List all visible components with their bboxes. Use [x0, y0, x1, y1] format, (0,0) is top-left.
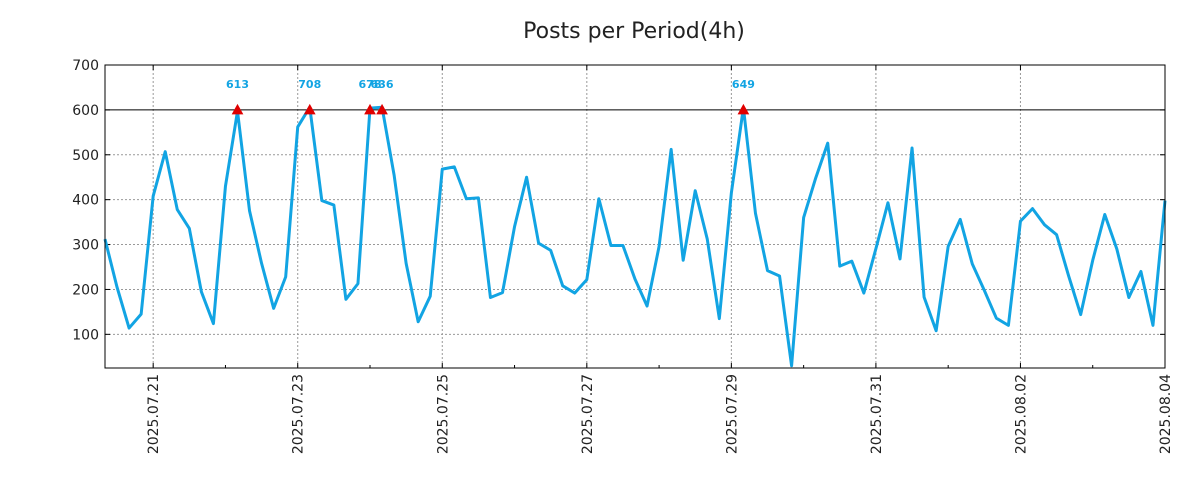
x-tick-label: 2025.07.23 — [291, 374, 307, 454]
plot-frame — [104, 64, 1166, 369]
peak-marker — [231, 103, 244, 115]
y-tick-label: 700 — [72, 58, 99, 74]
series-layer — [103, 105, 1167, 368]
series-line-posts — [103, 105, 1167, 368]
peak-label: 678 — [359, 78, 382, 91]
y-tick-label: 100 — [72, 327, 99, 343]
y-tick-label: 200 — [72, 282, 99, 298]
x-tick-label: 2025.07.21 — [146, 374, 162, 454]
y-tick-label: 300 — [72, 238, 99, 254]
x-tick-label: 2025.08.02 — [1013, 374, 1029, 454]
y-tick-label: 600 — [72, 103, 99, 119]
x-tick-label: 2025.07.25 — [435, 374, 451, 454]
peak-label: 636 — [371, 78, 394, 91]
peak-marker — [364, 103, 376, 115]
x-tick-label: 2025.07.31 — [869, 374, 885, 454]
y-tick-label: 500 — [72, 148, 99, 164]
peak-marker — [737, 103, 750, 115]
peak-label: 613 — [226, 78, 249, 91]
x-tick-label: 2025.07.27 — [580, 374, 596, 454]
peak-marker — [376, 103, 388, 115]
y-tick-label: 400 — [72, 193, 99, 209]
chart-title: Posts per Period(4h) — [523, 19, 745, 44]
x-tick-label: 2025.08.04 — [1158, 374, 1174, 454]
peak-label: 708 — [298, 78, 321, 91]
x-tick-label: 2025.07.29 — [724, 374, 740, 454]
axis-layer: 100 200 300 400 500 600 700 2025.07.21 2025.07.2… — [72, 58, 1174, 454]
peak-label: 649 — [732, 78, 755, 91]
peak-marker — [303, 103, 316, 115]
